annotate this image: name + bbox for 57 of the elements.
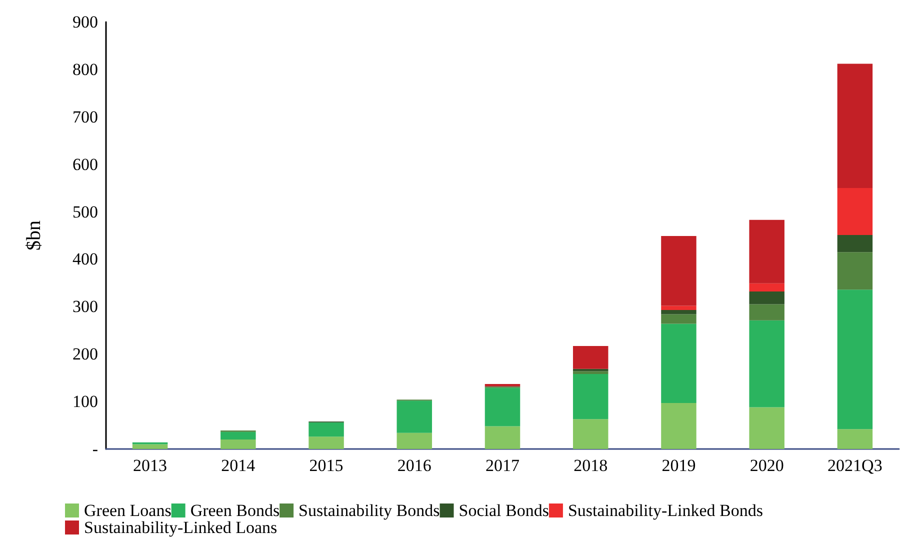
- bar: [837, 235, 873, 252]
- y-tick-label: -: [92, 440, 98, 458]
- y-tick-label: 500: [72, 202, 98, 222]
- bar: [749, 291, 784, 304]
- bar: [749, 320, 784, 408]
- bar: [572, 371, 608, 374]
- legend-label: Sustainability-Linked Bonds: [568, 501, 763, 520]
- bar: [220, 440, 256, 449]
- bar: [837, 64, 873, 188]
- y-tick-label: 900: [72, 12, 98, 32]
- x-tick-label: 2019: [662, 456, 696, 475]
- x-tick-label: 2020: [750, 456, 784, 475]
- y-axis-title: $bn: [23, 220, 45, 250]
- x-tick-label: 2018: [574, 456, 608, 475]
- bar: [220, 432, 256, 440]
- x-tick-label: 2013: [133, 456, 168, 475]
- bar: [661, 324, 696, 403]
- y-tick-label: 100: [72, 392, 98, 412]
- x-tick-label: 2017: [486, 456, 520, 475]
- bar: [396, 400, 432, 433]
- y-tick-label: 300: [72, 297, 98, 316]
- bar: [749, 304, 784, 320]
- bar: [837, 188, 873, 236]
- bar: [837, 429, 873, 449]
- legend-label: Social Bonds: [458, 501, 549, 520]
- bar: [749, 220, 784, 284]
- bar: [132, 444, 168, 449]
- x-tick-label: 2021Q3: [828, 456, 882, 475]
- bar: [661, 306, 696, 310]
- bar: [572, 346, 608, 369]
- bar: [749, 407, 784, 449]
- x-tick-label: 2016: [397, 456, 432, 475]
- bar: [308, 422, 344, 437]
- legend-label: Sustainability Bonds: [298, 501, 440, 520]
- bar: [661, 402, 696, 449]
- bar: [572, 419, 608, 449]
- y-tick-label: 600: [72, 154, 98, 174]
- legend-label: Green Bonds: [190, 501, 280, 520]
- legend-label: Sustainability-Linked Loans: [84, 518, 278, 537]
- bar: [308, 436, 344, 449]
- y-tick-label: 800: [72, 60, 98, 79]
- y-tick-label: 400: [72, 250, 98, 269]
- y-tick-label: 200: [72, 344, 98, 364]
- bar: [484, 388, 520, 426]
- bar: [396, 432, 432, 449]
- x-tick-label: 2015: [309, 456, 344, 475]
- bar: [661, 236, 696, 306]
- legend-label: Green Loans: [84, 501, 172, 520]
- x-tick-label: 2014: [221, 456, 256, 475]
- bar: [661, 310, 696, 314]
- y-tick-label: 700: [72, 107, 98, 126]
- bar: [484, 426, 520, 449]
- bar: [749, 283, 784, 292]
- bar: [837, 290, 873, 430]
- bar: [572, 374, 608, 420]
- bar: [837, 252, 873, 290]
- bar: [661, 314, 696, 324]
